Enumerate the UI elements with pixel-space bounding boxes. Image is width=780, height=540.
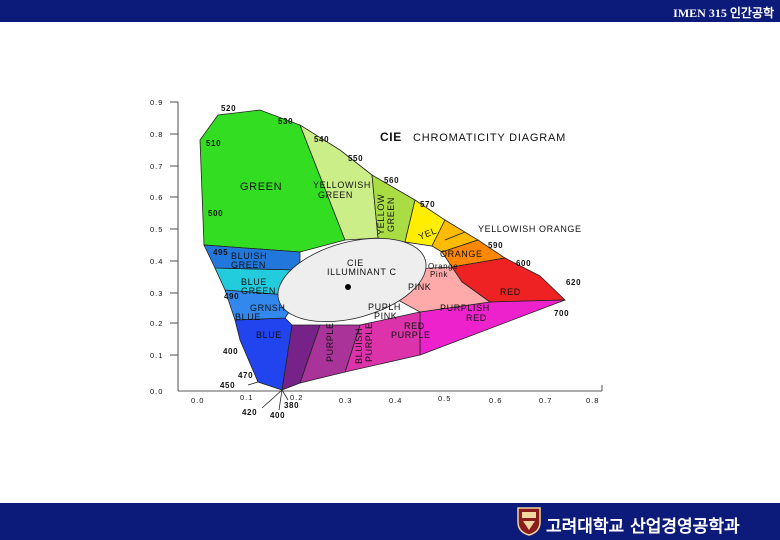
wavelength-label: 400 bbox=[270, 411, 285, 420]
y-tick-label: 0.4 bbox=[150, 257, 163, 266]
course-title: IMEN 315 인간공학 bbox=[673, 6, 774, 20]
wavelength-label: 520 bbox=[221, 104, 236, 113]
region-label: GRNSH bbox=[250, 303, 286, 313]
region-label: ORANGE bbox=[440, 249, 483, 259]
wavelength-label: 620 bbox=[566, 278, 581, 287]
y-tick-label: 0.3 bbox=[150, 289, 163, 298]
region-label: BLUISH bbox=[231, 251, 267, 261]
wavelength-label: 560 bbox=[384, 176, 399, 185]
x-tick-label: 0.4 bbox=[389, 396, 402, 405]
wavelength-labels: 520 530 540 510 550 560 570 500 590 600 … bbox=[206, 104, 581, 420]
x-tick-label: 0.0 bbox=[191, 396, 204, 405]
region-label: BLUE bbox=[241, 277, 267, 287]
y-tick-label: 0.6 bbox=[150, 193, 163, 202]
region-label: ILLUMINANT C bbox=[327, 267, 397, 277]
region-label: CIE bbox=[347, 258, 364, 268]
wavelength-label: 530 bbox=[278, 117, 293, 126]
x-tick-label: 0.1 bbox=[240, 393, 253, 402]
region-label: YELLOWISH bbox=[313, 180, 371, 190]
y-tick-label: 0.1 bbox=[150, 351, 163, 360]
region-label: GREEN bbox=[318, 190, 353, 200]
wavelength-label: 540 bbox=[314, 135, 329, 144]
region-label: BLUISH bbox=[354, 328, 364, 364]
x-tick-label: 0.8 bbox=[586, 396, 599, 405]
region-label: GREEN bbox=[231, 260, 266, 270]
university-logo bbox=[517, 507, 541, 536]
region-green bbox=[199, 109, 346, 253]
region-label: PUPLH bbox=[368, 302, 401, 312]
wavelength-label: 570 bbox=[420, 200, 435, 209]
x-tick-label: 0.2 bbox=[290, 393, 303, 402]
region-label: RED bbox=[404, 321, 425, 331]
region-label: PURPLE bbox=[364, 322, 374, 362]
regions bbox=[199, 109, 566, 391]
header-bar: IMEN 315 인간공학 bbox=[0, 0, 780, 22]
wavelength-label: 450 bbox=[220, 381, 235, 390]
y-tick-label: 0.2 bbox=[150, 319, 163, 328]
wavelength-label: 400 bbox=[223, 347, 238, 356]
wavelength-label: 550 bbox=[348, 154, 363, 163]
wavelength-label: 380 bbox=[284, 401, 299, 410]
region-label: PURPLE bbox=[325, 322, 335, 362]
wavelength-label: 495 bbox=[213, 248, 228, 257]
y-tick-label: 0.8 bbox=[150, 130, 163, 139]
wavelength-label: 420 bbox=[242, 408, 257, 417]
axes bbox=[170, 101, 603, 411]
region-label: GREEN bbox=[241, 286, 276, 296]
region-label: BLUE bbox=[256, 330, 282, 340]
wavelength-label: 470 bbox=[238, 371, 253, 380]
cie-diagram: 0.9 0.8 0.7 0.6 0.5 0.4 0.3 0.2 0.1 0.0 … bbox=[150, 98, 603, 420]
region-label: RED bbox=[466, 313, 487, 323]
x-tick-label: 0.3 bbox=[339, 396, 352, 405]
illuminant-area bbox=[277, 237, 427, 323]
title: CHROMATICITY DIAGRAM bbox=[413, 132, 566, 144]
y-tick-label: 0.7 bbox=[150, 162, 163, 171]
region-label: YELLOWISH ORANGE bbox=[478, 224, 582, 234]
y-tick-label: 0.0 bbox=[150, 387, 163, 396]
region-label: GREEN bbox=[240, 181, 282, 193]
wavelength-label: 490 bbox=[224, 292, 239, 301]
x-tick-label: 0.5 bbox=[438, 394, 451, 403]
wavelength-label: 510 bbox=[206, 139, 221, 148]
department-name: 고려대학교 산업경영공학과 bbox=[546, 517, 740, 537]
x-tick-label: 0.7 bbox=[539, 396, 552, 405]
wavelength-label: 600 bbox=[516, 259, 531, 268]
y-tick-labels: 0.9 0.8 0.7 0.6 0.5 0.4 0.3 0.2 0.1 0.0 bbox=[150, 98, 163, 396]
region-label: Orange bbox=[428, 262, 458, 271]
region-bluish-green bbox=[203, 244, 301, 271]
region-label: PURPLISH bbox=[440, 303, 490, 313]
footer-bar: 고려대학교 산업경영공학과 bbox=[0, 503, 780, 540]
region-label: Pink bbox=[430, 270, 448, 279]
region-labels: GREEN YELLOWISH GREEN YELLOW GREEN YEL Y… bbox=[231, 180, 582, 364]
region-label: PINK bbox=[374, 311, 397, 321]
x-tick-labels: 0.0 0.1 0.2 0.3 0.4 0.5 0.6 0.7 0.8 bbox=[191, 393, 599, 405]
wavelength-label: 700 bbox=[554, 309, 569, 318]
x-tick-label: 0.6 bbox=[489, 396, 502, 405]
title-bold: CIE bbox=[380, 130, 402, 144]
wavelength-label: 500 bbox=[208, 209, 223, 218]
region-label: GREEN bbox=[386, 197, 396, 232]
illuminant-point bbox=[345, 284, 351, 290]
wavelength-label: 590 bbox=[488, 241, 503, 250]
region-label: PURPLE bbox=[391, 330, 431, 340]
region-label: BLUE bbox=[235, 312, 261, 322]
region-label: YELLOW bbox=[376, 194, 386, 235]
region-label: RED bbox=[500, 287, 521, 297]
y-tick-label: 0.5 bbox=[150, 225, 163, 234]
y-tick-label: 0.9 bbox=[150, 98, 163, 107]
region-label: PINK bbox=[408, 282, 431, 292]
